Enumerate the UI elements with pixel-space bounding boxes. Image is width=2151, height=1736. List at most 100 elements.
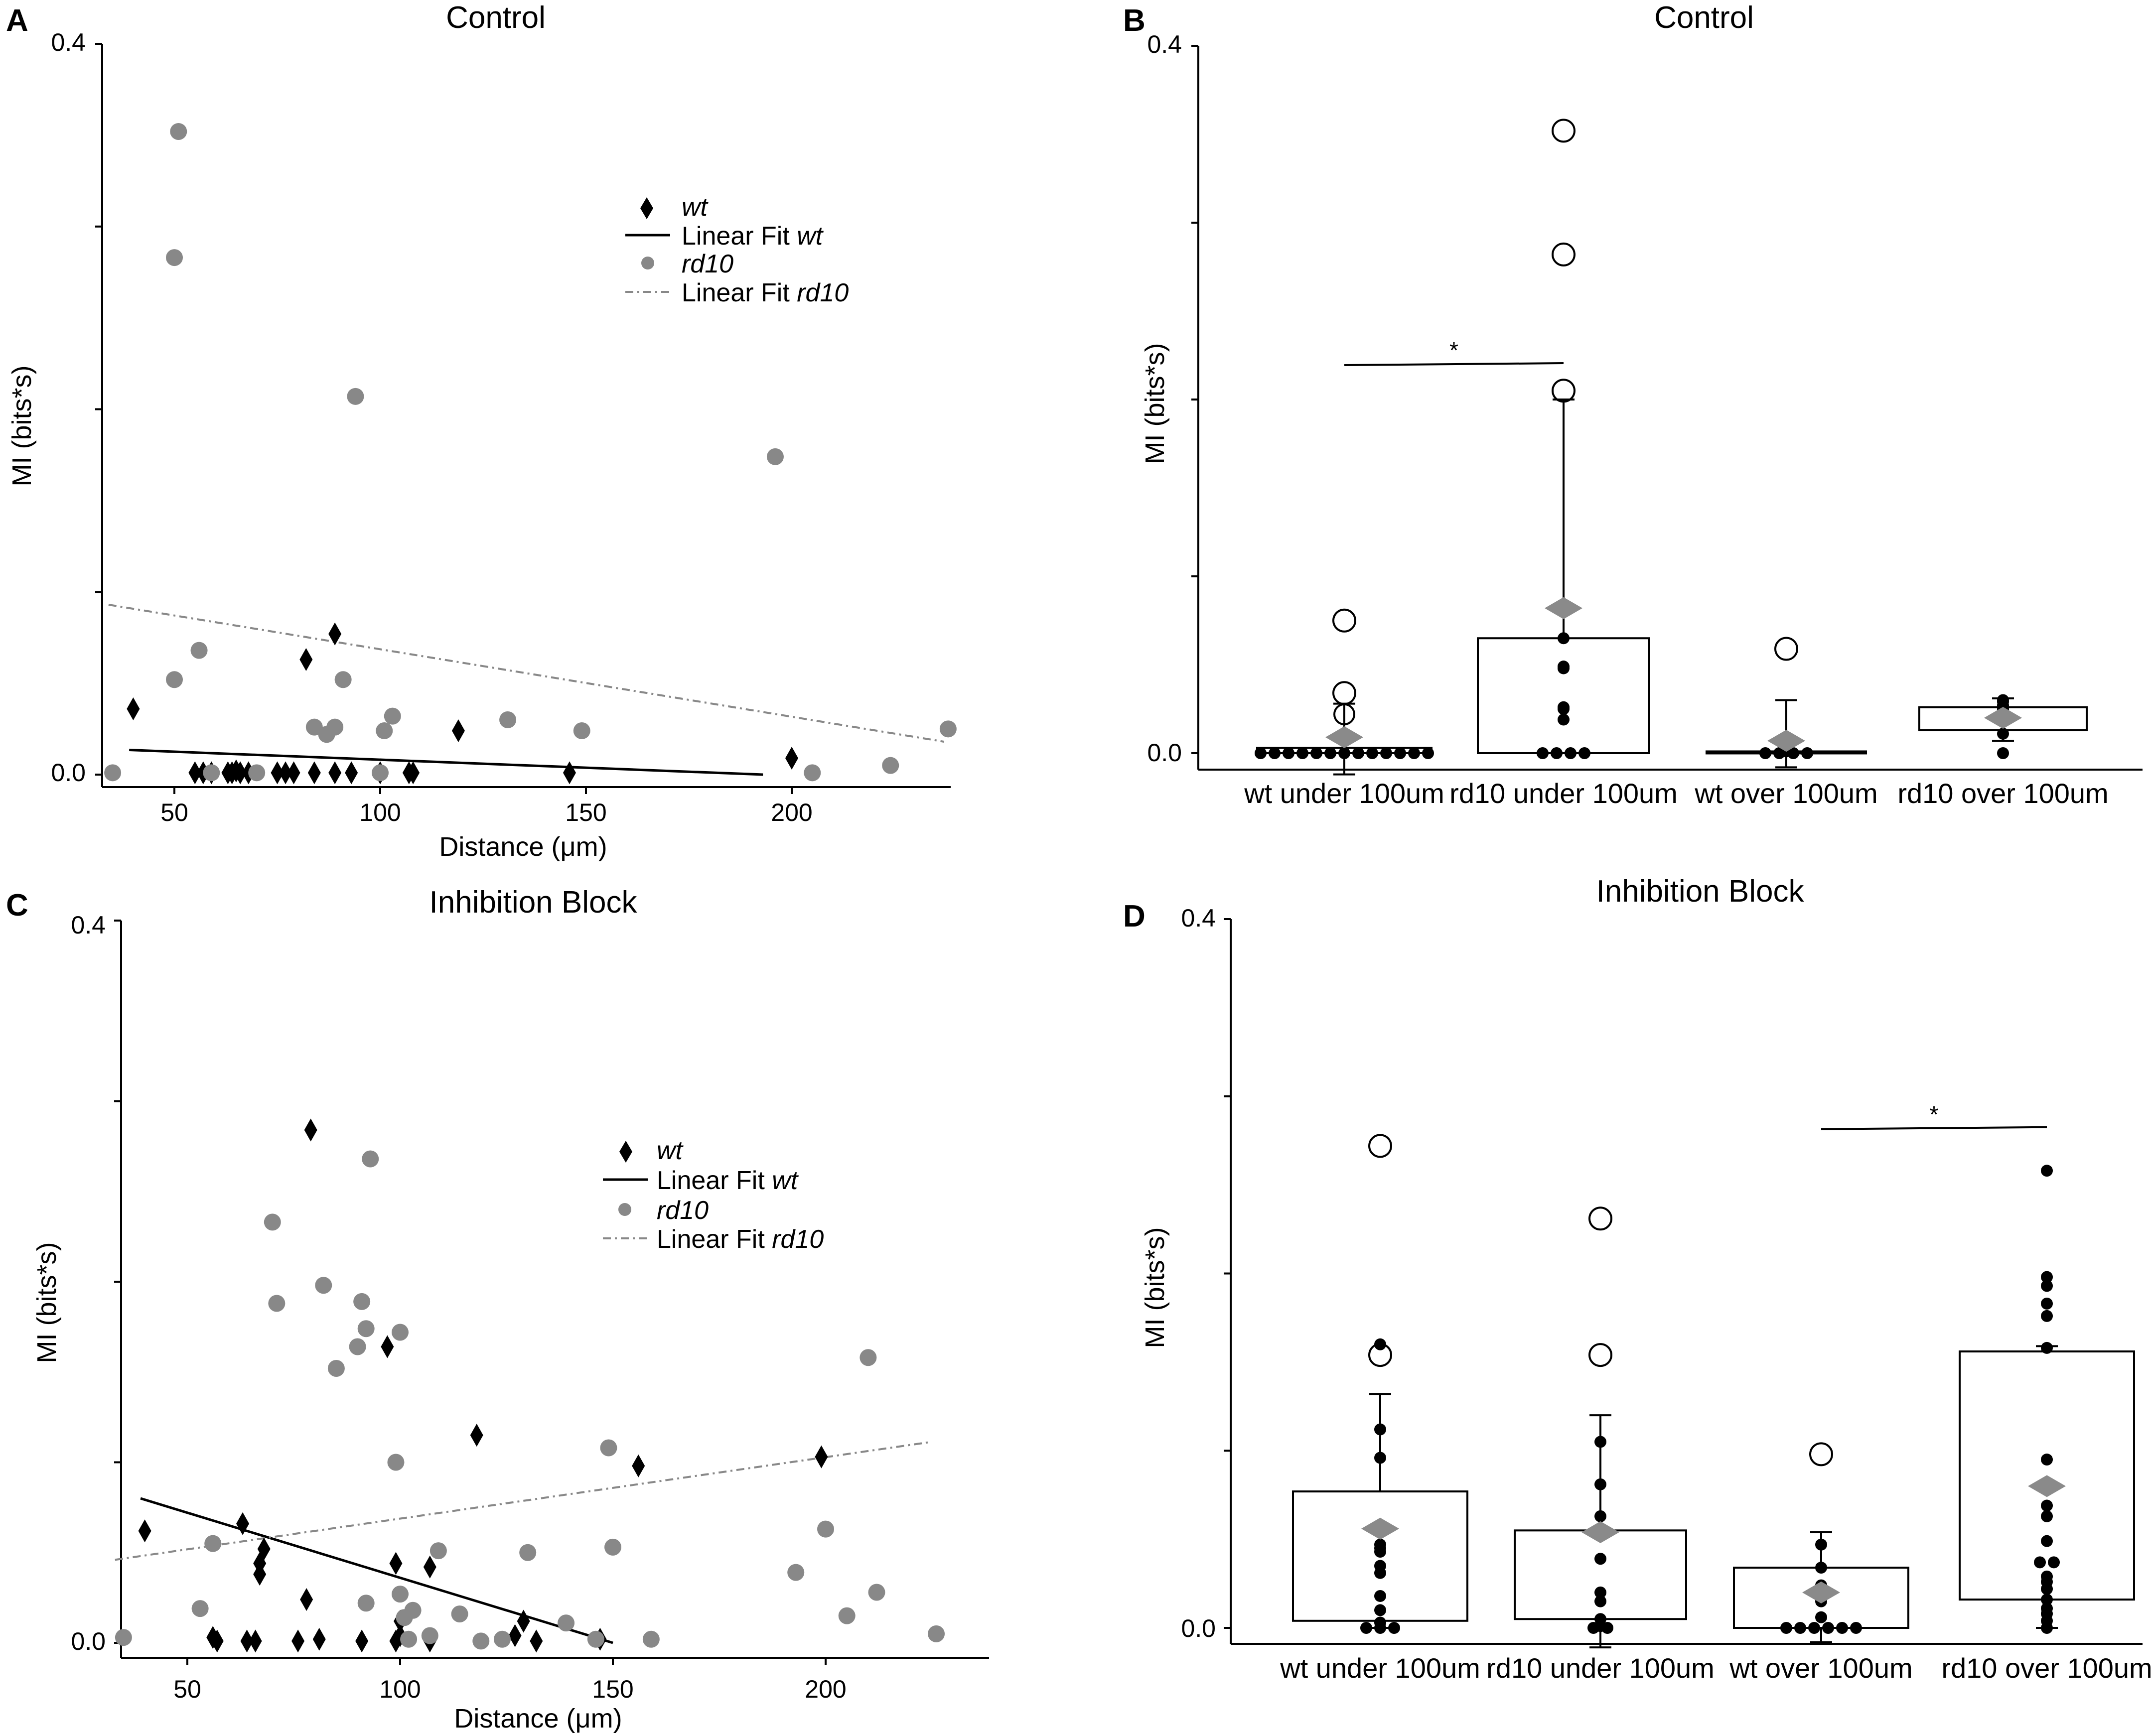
panel-a-label: A	[6, 3, 28, 38]
outlier-point	[1368, 1134, 1392, 1158]
legend-wt-diamond-marker	[619, 1141, 632, 1163]
box-data-point	[1374, 1452, 1386, 1464]
box-data-point	[2034, 1556, 2046, 1569]
box-data-point	[1801, 747, 1813, 759]
data-point-wt	[236, 1512, 250, 1535]
chart-marks-layer: **	[95, 43, 2143, 1665]
box-data-point	[1374, 1567, 1386, 1579]
box-data-point	[2041, 1454, 2053, 1466]
significance-label: *	[1930, 1101, 1939, 1127]
panel-d-label: D	[1123, 899, 1146, 934]
data-point-rd10	[404, 1602, 422, 1619]
legend-fit-name: rd10	[797, 278, 849, 307]
legend-fit-prefix: Linear Fit	[657, 1166, 772, 1195]
box-data-point	[2041, 1499, 2053, 1512]
box-data-point	[1338, 747, 1350, 759]
mean-marker	[1802, 1581, 1840, 1603]
legend-fit-name: wt	[797, 222, 824, 251]
mean-marker	[1325, 726, 1363, 749]
legend-fit-name: rd10	[772, 1225, 824, 1254]
data-point-wt	[815, 1445, 828, 1469]
data-point-wt	[257, 1537, 271, 1561]
data-point-rd10	[203, 764, 220, 782]
legend-rd10-circle-marker	[618, 1203, 631, 1216]
data-point-rd10	[315, 1277, 332, 1294]
box-data-point	[1283, 747, 1294, 759]
outlier-point	[1552, 119, 1576, 143]
box-data-point	[2041, 1271, 2053, 1283]
box-data-point	[1594, 1436, 1606, 1448]
panel-a: A Control 0.4 0.0 MI (bits*s) 50 100 150…	[6, 0, 849, 862]
box-data-point	[1269, 747, 1281, 759]
panel-c-legend-rd10: rd10	[657, 1196, 709, 1225]
box-data-point	[1594, 1478, 1606, 1490]
data-point-wt	[632, 1454, 645, 1477]
data-point-rd10	[384, 707, 401, 725]
data-point-rd10	[349, 1338, 366, 1355]
data-point-wt	[287, 761, 300, 785]
panel-a-ytick-top: 0.4	[51, 28, 86, 56]
data-point-wt	[530, 1629, 543, 1653]
data-point-wt	[188, 761, 202, 785]
outlier-point	[1368, 1343, 1392, 1367]
legend-fit-prefix: Linear Fit	[657, 1225, 772, 1254]
outlier-point	[1552, 379, 1576, 403]
box-data-point	[1374, 1546, 1386, 1558]
data-point-rd10	[868, 1584, 885, 1601]
panel-c-ylabel: MI (bits*s)	[32, 1242, 62, 1363]
legend-fit-name: wt	[772, 1166, 799, 1195]
panel-d-ytick-zero: 0.0	[1181, 1614, 1216, 1642]
panel-d-category-wt-under: wt under 100um	[1280, 1652, 1480, 1684]
data-point-rd10	[392, 1586, 409, 1603]
box-data-point	[1310, 747, 1322, 759]
data-point-rd10	[347, 388, 364, 405]
data-point-wt	[271, 761, 284, 785]
outlier-point	[1333, 703, 1355, 725]
data-point-rd10	[392, 1324, 409, 1341]
panel-b-label: B	[1123, 3, 1146, 38]
box-data-point	[1255, 747, 1267, 759]
significance-label: *	[1449, 337, 1458, 363]
data-point-wt	[328, 622, 342, 646]
data-point-rd10	[451, 1605, 468, 1622]
data-point-rd10	[204, 1535, 222, 1552]
panel-b-category-wt-over: wt over 100um	[1694, 778, 1877, 809]
panel-b-category-rd10-under: rd10 under 100um	[1449, 778, 1678, 809]
data-point-rd10	[838, 1607, 856, 1624]
data-point-rd10	[472, 1632, 490, 1650]
outlier-point	[1552, 242, 1576, 267]
significance-bar	[1821, 1126, 2047, 1130]
data-point-rd10	[421, 1627, 438, 1644]
panel-c-ytick-zero: 0.0	[71, 1627, 106, 1655]
box-data-point	[1394, 747, 1406, 759]
box-data-point	[1815, 1538, 1827, 1551]
data-point-rd10	[334, 671, 352, 688]
data-point-rd10	[817, 1520, 834, 1538]
panel-d-ylabel: MI (bits*s)	[1140, 1227, 1170, 1348]
box-data-point	[1374, 1622, 1386, 1634]
panel-b-ytick-zero: 0.0	[1147, 739, 1182, 767]
panel-b-category-rd10-over: rd10 over 100um	[1897, 778, 2108, 809]
box-data-point	[2041, 1341, 2053, 1354]
box-iqr	[1477, 637, 1650, 754]
box-data-point	[1352, 747, 1364, 759]
panel-a-legend-wt-fit: Linear Fit wt	[682, 222, 824, 251]
data-point-rd10	[170, 123, 187, 140]
box-data-point	[2041, 1280, 2053, 1292]
panel-c-xtick-150: 150	[592, 1675, 633, 1703]
box-data-point	[1422, 747, 1434, 759]
box-data-point	[1587, 1622, 1599, 1634]
mean-marker	[1545, 597, 1582, 619]
box-data-point	[1374, 1590, 1386, 1602]
panel-c-title: Inhibition Block	[429, 885, 637, 920]
data-point-rd10	[558, 1614, 575, 1632]
box-data-point	[1836, 1622, 1848, 1634]
box-data-point	[1324, 747, 1336, 759]
panel-d: D Inhibition Block 0.4 0.0 MI (bits*s) w…	[1123, 874, 2151, 1684]
panel-a-xtick-150: 150	[565, 799, 606, 826]
box-data-point	[1296, 747, 1308, 759]
data-point-wt	[300, 1588, 313, 1611]
panel-a-legend-rd10: rd10	[682, 250, 733, 278]
data-point-rd10	[357, 1595, 375, 1612]
box-data-point	[1594, 1586, 1606, 1599]
